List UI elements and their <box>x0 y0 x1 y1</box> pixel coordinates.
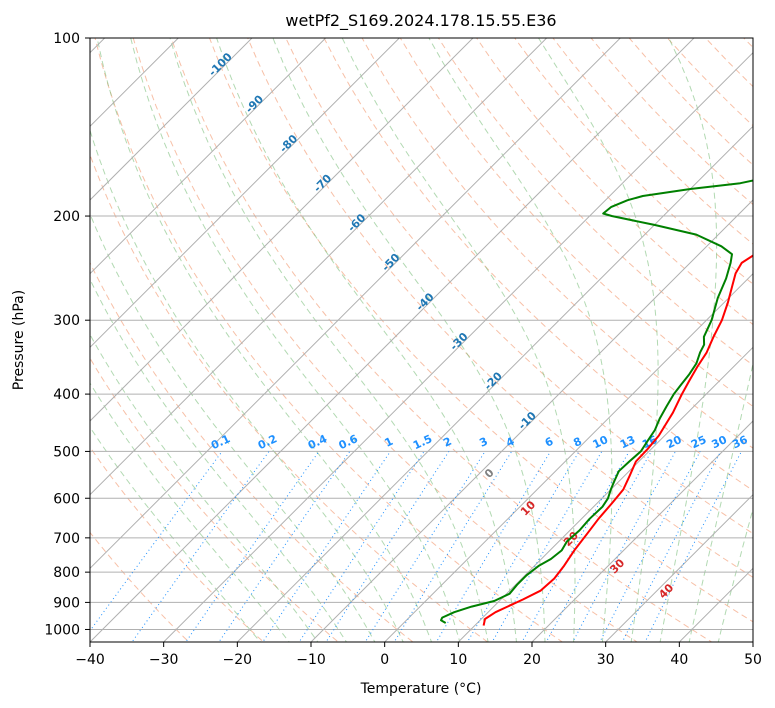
y-tick-label: 200 <box>53 209 80 225</box>
y-tick-label: 600 <box>53 491 80 507</box>
mixing-ratio-line <box>325 451 450 642</box>
isotherm-line <box>604 493 753 642</box>
x-tick-label: 30 <box>597 652 615 668</box>
isotherm-line <box>383 272 753 642</box>
x-tick-label: −40 <box>75 652 105 668</box>
y-tick-label: 800 <box>53 565 80 581</box>
mixing-ratio-line <box>393 451 513 642</box>
moist-adiabat-line <box>717 507 753 642</box>
dry-adiabat-line <box>399 38 753 408</box>
x-axis: −40 −30 −20 −10 0 10 20 30 40 50 <box>75 642 762 668</box>
mixing-ratio-label: 30 <box>710 433 730 451</box>
moist-adiabat-line <box>659 38 718 642</box>
chart-title: wetPf2_S169.2024.178.15.55.E36 <box>285 11 556 31</box>
sounding-profiles <box>440 179 753 626</box>
isotherm-line <box>310 199 753 642</box>
x-tick-label: −30 <box>149 652 179 668</box>
dry-adiabat-line <box>361 38 753 449</box>
isotherm-line <box>90 38 401 349</box>
isotherm-line <box>90 38 474 422</box>
moist-adiabat-line <box>216 38 518 642</box>
mixing-ratio-lines <box>90 451 742 642</box>
y-tick-label: 400 <box>53 387 80 403</box>
mixing-ratio-label: 20 <box>664 433 684 451</box>
mixing-ratio-label: 36 <box>730 433 750 451</box>
x-tick-label: 10 <box>449 652 467 668</box>
dry-adiabat-line <box>323 38 753 492</box>
mixing-ratio-label: 10 <box>591 433 611 451</box>
isobars <box>90 38 753 630</box>
isotherm-line <box>90 38 253 201</box>
y-axis: 100 200 300 400 500 600 700 800 900 1000 <box>44 31 90 638</box>
x-tick-label: 0 <box>380 652 389 668</box>
y-tick-label: 100 <box>53 31 80 47</box>
mixing-ratio-line <box>466 451 580 642</box>
mixing-ratio-line <box>131 451 270 642</box>
moist-adiabat-line <box>90 333 319 642</box>
mixing-ratio-label: 13 <box>618 433 637 451</box>
x-tick-label: −10 <box>296 652 326 668</box>
moist-adiabat-line <box>96 38 433 642</box>
y-axis-title: Pressure (hPa) <box>11 290 27 390</box>
y-tick-label: 900 <box>53 595 80 611</box>
y-tick-label: 700 <box>53 531 80 547</box>
isotherm-line <box>90 38 548 496</box>
dry-adiabat-line <box>437 38 753 366</box>
x-axis-title: Temperature (°C) <box>360 681 482 697</box>
plot-frame <box>89 37 754 643</box>
dewpoint-profile-line <box>440 179 753 624</box>
mixing-ratio-line <box>364 451 486 642</box>
isotherm-line <box>531 420 753 642</box>
moist-adiabat-line <box>428 38 613 642</box>
x-tick-label: 50 <box>744 652 762 668</box>
isotherms <box>90 38 753 642</box>
mixing-ratio-label: 16 <box>640 433 660 451</box>
moist-adiabat-line <box>688 361 753 642</box>
moist-adiabat-line <box>90 212 376 642</box>
moist-adiabat-line <box>272 38 546 642</box>
isotherm-line <box>90 38 327 275</box>
y-tick-label: 500 <box>53 444 80 460</box>
mixing-ratio-line <box>435 451 552 642</box>
isotherm-line <box>457 346 753 642</box>
mixing-ratio-line <box>218 451 351 642</box>
mixing-ratio-label: 25 <box>689 433 708 451</box>
temperature-profile-line <box>482 254 753 626</box>
y-tick-label: 300 <box>53 313 80 329</box>
mixing-ratio-line <box>572 451 676 642</box>
y-tick-label: 1000 <box>44 622 80 638</box>
isotherm-line <box>90 38 622 570</box>
isotherm-line <box>236 125 753 642</box>
isotherm-line <box>162 51 753 642</box>
x-tick-label: 20 <box>523 652 541 668</box>
isotherm-line <box>90 38 695 642</box>
mixing-ratio-line <box>545 451 652 642</box>
x-tick-label: −20 <box>223 652 253 668</box>
x-tick-label: 40 <box>670 652 688 668</box>
